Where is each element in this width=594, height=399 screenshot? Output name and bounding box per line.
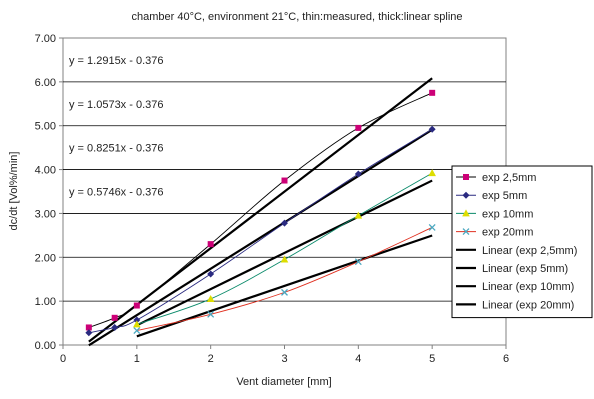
data-point — [462, 228, 470, 236]
data-point — [133, 316, 141, 324]
data-point — [428, 224, 436, 231]
legend-label: Linear (exp 2,5mm) — [482, 245, 577, 257]
trendline-equation: y = 0.8251x - 0.376 — [69, 143, 163, 155]
legend-box — [451, 165, 593, 319]
legend-label: Linear (exp 10mm) — [482, 281, 574, 293]
data-point — [111, 314, 118, 321]
y-tick-label: 3.00 — [35, 208, 56, 220]
trendline — [136, 234, 433, 338]
data-point — [354, 258, 362, 266]
data-point — [133, 302, 140, 309]
legend: exp 2,5mm exp 5mm exp 10mm exp 20mm Linear (… — [451, 165, 593, 319]
data-point — [281, 288, 288, 296]
chart-title: chamber 40°C, environment 21°C, thin:mea… — [131, 11, 462, 23]
legend-label: Linear (exp 5mm) — [482, 263, 568, 275]
data-point — [280, 255, 289, 263]
data-point — [462, 209, 470, 217]
data-point — [85, 329, 93, 337]
data-point — [133, 320, 141, 328]
data-point — [354, 211, 363, 219]
y-tick-label: 6.00 — [35, 77, 56, 89]
trendline-equation: y = 1.2915x - 0.376 — [69, 55, 163, 67]
series-group — [133, 224, 436, 334]
axes: 0.00 1.00 2.00 3.00 4.00 5.00 6.00 7.00 0 1 2 3 4 5 6 — [35, 33, 509, 365]
data-point — [85, 324, 92, 331]
data-point — [206, 294, 215, 302]
data-point — [281, 219, 288, 227]
x-tick-label: 5 — [429, 353, 435, 365]
data-point — [354, 170, 362, 178]
x-tick-label: 4 — [355, 353, 361, 365]
trendline-equations: y = 1.2915x - 0.376 y = 1.0573x - 0.376 y … — [69, 55, 163, 199]
data-point — [429, 89, 436, 96]
legend-marker — [462, 209, 470, 217]
series-group — [85, 125, 436, 337]
x-tick-label: 0 — [60, 353, 66, 365]
data-point — [111, 323, 119, 331]
data-point — [207, 310, 215, 318]
legend-label: exp 2,5mm — [482, 172, 536, 184]
data-point — [428, 169, 436, 177]
grid-lines — [63, 81, 506, 302]
y-tick-label: 7.00 — [35, 33, 56, 45]
legend-label: exp 5mm — [482, 190, 527, 202]
series-group — [133, 169, 436, 328]
data-point — [281, 177, 288, 184]
y-tick-label: 2.00 — [35, 252, 56, 264]
trendline — [88, 128, 433, 347]
trendline-equation: y = 1.0573x - 0.376 — [69, 99, 163, 111]
data-point — [355, 124, 362, 131]
data-point — [207, 241, 214, 248]
data-point — [463, 174, 469, 180]
x-tick-label: 3 — [281, 353, 287, 365]
x-axis-label: Vent diameter [mm] — [236, 376, 331, 388]
data-point — [207, 270, 215, 278]
data-series — [85, 89, 436, 337]
y-tick-label: 4.00 — [35, 165, 56, 177]
trendline — [136, 179, 433, 327]
legend-label: exp 20mm — [482, 227, 533, 239]
legend-label: exp 10mm — [482, 208, 533, 220]
legend-marker — [462, 228, 470, 236]
y-tick-label: 1.00 — [35, 296, 56, 308]
x-tick-label: 2 — [208, 353, 214, 365]
legend-marker — [462, 191, 470, 199]
data-point — [428, 125, 436, 133]
data-point — [462, 191, 470, 199]
legend-marker — [463, 174, 469, 180]
legend-label: Linear (exp 20mm) — [482, 299, 574, 311]
x-tick-label: 1 — [134, 353, 140, 365]
trendline-equation: y = 0.5746x - 0.376 — [69, 187, 163, 199]
series-group — [85, 89, 436, 331]
x-tick-label: 6 — [503, 353, 509, 365]
y-tick-label: 5.00 — [35, 121, 56, 133]
y-axis-label: dc/dt [Vol%/min] — [8, 152, 20, 231]
y-tick-label: 0.00 — [35, 340, 56, 352]
data-point — [133, 327, 141, 334]
